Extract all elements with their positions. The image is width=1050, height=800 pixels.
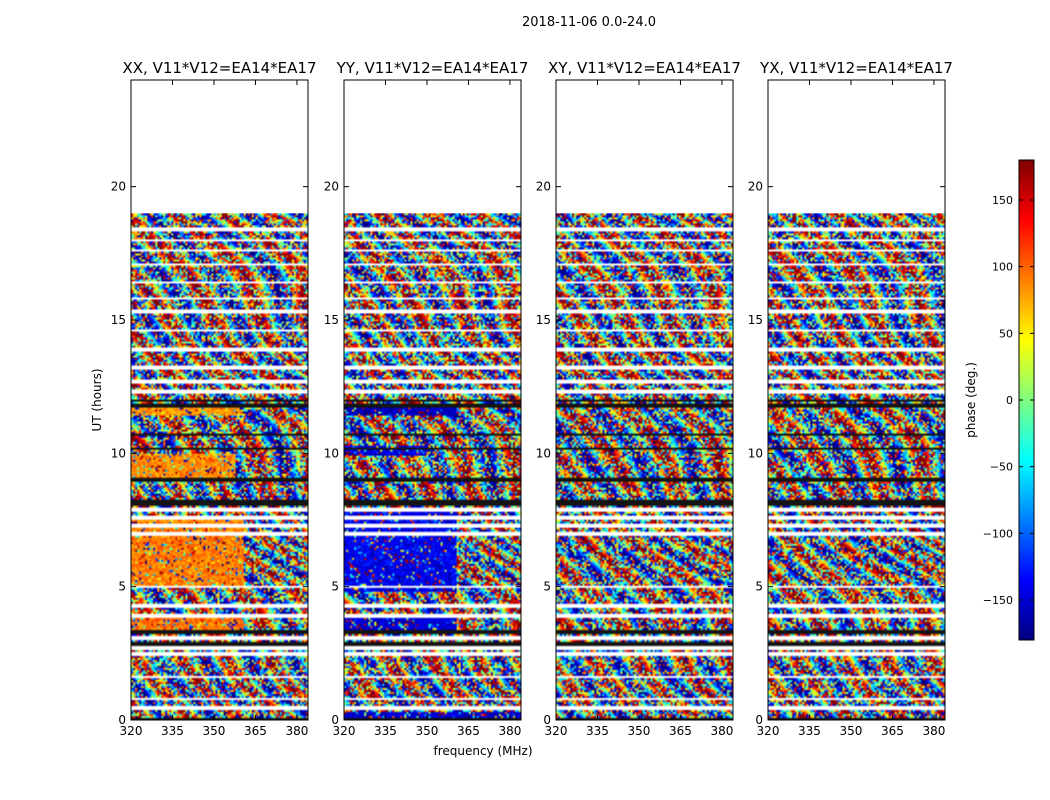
x-tick-label: 320: [333, 724, 356, 738]
panel-yx: YX, V11*V12=EA14*EA17 320 335 350 365 380 0 5 10…: [748, 59, 953, 738]
panel-frame: [767, 79, 946, 721]
y-tick-label: 5: [118, 580, 126, 594]
y-tick-label: 5: [543, 580, 551, 594]
y-tick-label: 10: [536, 446, 551, 460]
x-tick-label: 335: [798, 724, 821, 738]
x-tick-label: 365: [669, 724, 692, 738]
y-tick-label: 15: [324, 313, 339, 327]
y-tick-label: 0: [331, 713, 339, 727]
y-tick-label: 20: [536, 180, 551, 194]
panel-frame: [555, 79, 734, 721]
x-tick-label: 350: [416, 724, 439, 738]
y-tick-label: 15: [536, 313, 551, 327]
colorbar-tick-label: 0: [1006, 394, 1013, 407]
x-tick-label: 320: [545, 724, 568, 738]
x-axis-label: frequency (MHz): [433, 744, 532, 758]
y-tick-label: 20: [324, 180, 339, 194]
colorbar: −150 −100 −50 0 50 100 150: [983, 159, 1035, 641]
y-tick-label: 20: [111, 180, 126, 194]
y-tick-label: 10: [324, 446, 339, 460]
y-tick-label: 15: [748, 313, 763, 327]
phase-heatmap: [131, 213, 308, 721]
panel-yy: YY, V11*V12=EA14*EA17 320 335 350 365 380 0 5 10…: [324, 59, 529, 738]
x-tick-label: 365: [881, 724, 904, 738]
y-tick-label: 10: [111, 446, 126, 460]
y-axis-label: UT (hours): [90, 368, 104, 431]
colorbar-tick-label: 50: [999, 327, 1013, 340]
x-tick-label: 380: [922, 724, 945, 738]
y-tick-label: 10: [748, 446, 763, 460]
colorbar-tick-label: −50: [990, 461, 1013, 474]
panel-title: YY, V11*V12=EA14*EA17: [336, 59, 529, 77]
panel-frame: [130, 79, 309, 721]
y-tick-label: 5: [331, 580, 339, 594]
y-tick-label: 15: [111, 313, 126, 327]
y-tick-label: 0: [543, 713, 551, 727]
panel-title: XX, V11*V12=EA14*EA17: [122, 59, 316, 77]
x-tick-label: 380: [285, 724, 308, 738]
x-tick-label: 350: [840, 724, 863, 738]
x-tick-label: 320: [120, 724, 143, 738]
colorbar-tick-label: −100: [983, 527, 1013, 540]
suptitle: 2018-11-06 0.0-24.0: [522, 15, 656, 30]
x-tick-label: 335: [374, 724, 397, 738]
y-tick-label: 20: [748, 180, 763, 194]
x-tick-label: 365: [457, 724, 480, 738]
x-tick-label: 380: [710, 724, 733, 738]
panel-xy: XY, V11*V12=EA14*EA17 320 335 350 365 380 0 5 10…: [536, 59, 741, 738]
x-tick-label: 320: [757, 724, 780, 738]
panel-frame: [343, 79, 522, 721]
x-tick-label: 365: [244, 724, 267, 738]
x-tick-label: 350: [203, 724, 226, 738]
y-tick-label: 5: [755, 580, 763, 594]
x-tick-label: 335: [161, 724, 184, 738]
y-tick-label: 0: [118, 713, 126, 727]
colorbar-tick-label: −150: [983, 594, 1013, 607]
x-tick-label: 350: [628, 724, 651, 738]
panel-title: YX, V11*V12=EA14*EA17: [759, 59, 953, 77]
x-tick-label: 335: [586, 724, 609, 738]
colorbar-label: phase (deg.): [964, 362, 978, 438]
phase-heatmap: [768, 213, 945, 721]
x-tick-label: 380: [498, 724, 521, 738]
colorbar-tick-label: 150: [992, 194, 1013, 207]
phase-heatmap: [344, 213, 521, 721]
panel-title: XY, V11*V12=EA14*EA17: [548, 59, 741, 77]
colorbar-tick-label: 100: [992, 261, 1013, 274]
panel-xx: XX, V11*V12=EA14*EA17 320 335 350 365 380 0 5 10…: [111, 59, 317, 738]
panels: XX, V11*V12=EA14*EA17 320 335 350 365 380 0 5 10…: [111, 59, 953, 738]
y-tick-label: 0: [755, 713, 763, 727]
phase-heatmap: [556, 213, 733, 721]
